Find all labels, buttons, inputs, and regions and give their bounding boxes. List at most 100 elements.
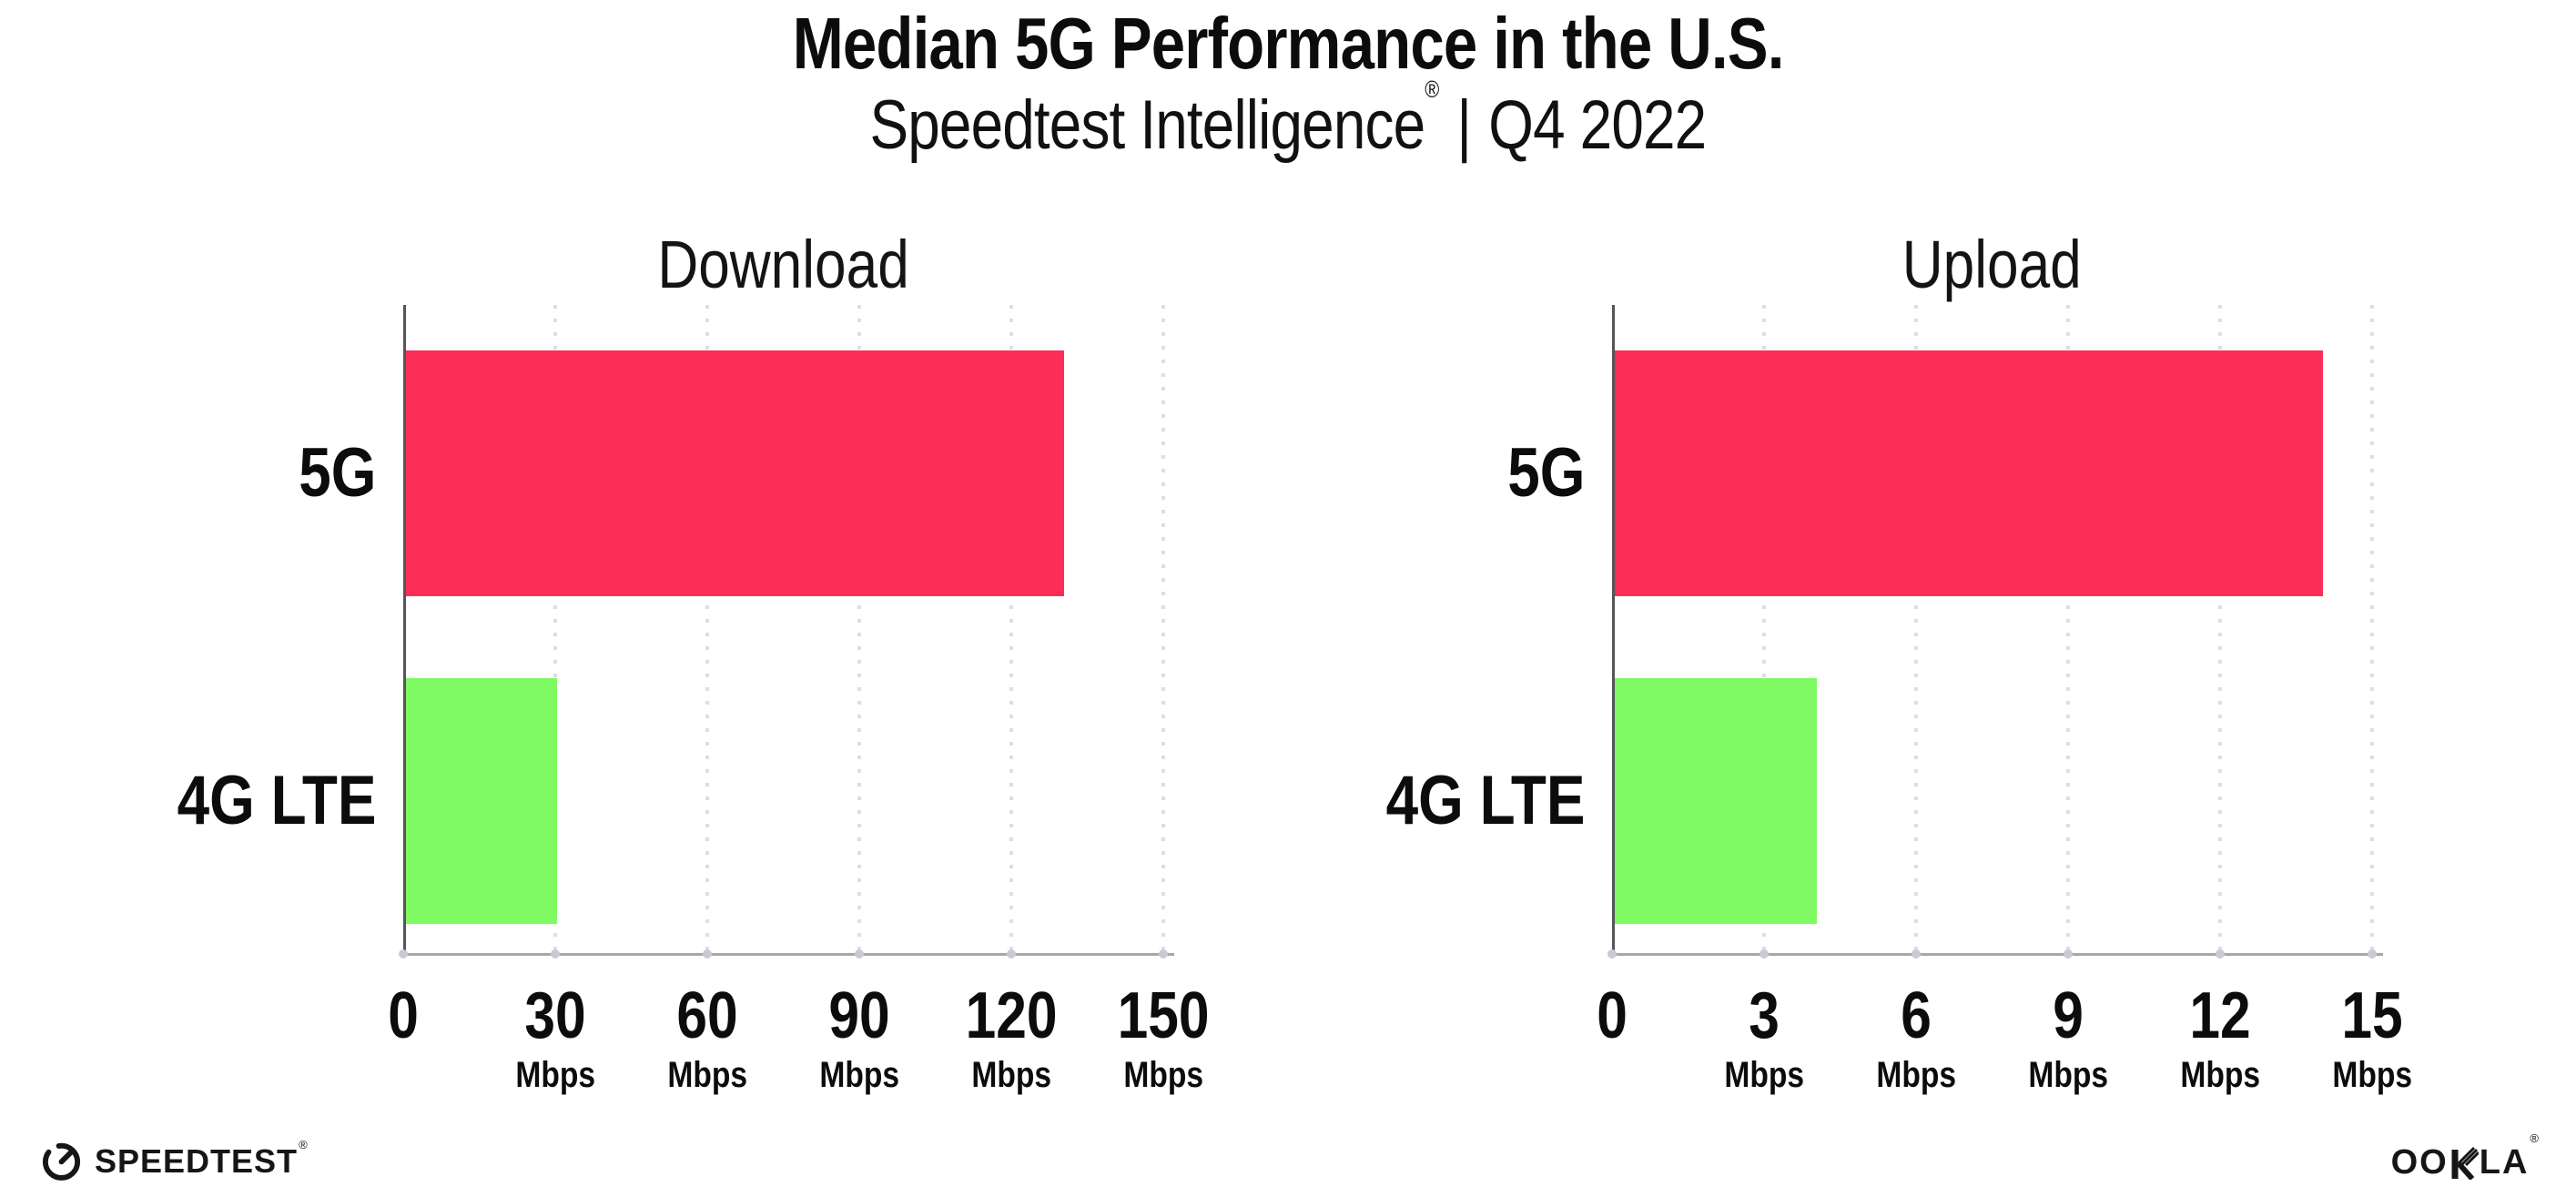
chart-title-text: Upload — [1902, 227, 2082, 302]
axis-tick-dot — [1007, 949, 1016, 959]
chart-title: Upload — [1612, 226, 2372, 303]
gridline — [2066, 305, 2070, 952]
ookla-logo: OO LA ® — [2390, 1131, 2539, 1182]
axis-tick-dot — [703, 949, 712, 959]
figure-title-text: Median 5G Performance in the U.S. — [792, 3, 1785, 84]
x-tick-unit-text: Mbps — [2180, 1055, 2260, 1095]
x-axis-line — [1612, 953, 2383, 956]
x-tick-unit: Mbps — [410, 1054, 701, 1096]
x-tick-unit: Mbps — [562, 1054, 853, 1096]
x-tick-value: 30 — [410, 981, 701, 1050]
axis-tick-dot — [2216, 949, 2225, 959]
x-tick-unit: Mbps — [1922, 1054, 2214, 1096]
x-tick-unit: Mbps — [2226, 1054, 2518, 1096]
category-label-4g-lte: 4G LTE — [1157, 763, 1585, 839]
axis-tick-dot — [2064, 949, 2073, 959]
gridline — [857, 305, 861, 952]
gridline — [705, 305, 709, 952]
gridline — [1161, 305, 1165, 952]
speedtest-registered-mark: ® — [299, 1137, 309, 1151]
x-tick-unit-text: Mbps — [819, 1055, 899, 1095]
category-label-5g: 5G — [0, 435, 376, 512]
x-tick-unit: Mbps — [2074, 1054, 2366, 1096]
x-tick-value: 9 — [1922, 981, 2214, 1050]
x-axis-line — [403, 953, 1174, 956]
chart-title-text: Download — [657, 227, 909, 302]
ookla-registered-mark: ® — [2530, 1131, 2539, 1145]
x-tick-value: 90 — [714, 981, 1005, 1050]
x-tick-unit: Mbps — [866, 1054, 1157, 1096]
x-tick-value-text: 6 — [1901, 979, 1932, 1052]
axis-tick-dot — [399, 949, 408, 959]
figure-title: Median 5G Performance in the U.S. — [0, 5, 2576, 82]
x-tick-value: 12 — [2074, 981, 2366, 1050]
x-tick: 9 Mbps — [1922, 981, 2214, 1096]
x-tick: 3 Mbps — [1618, 981, 1910, 1096]
gridline — [553, 305, 557, 952]
x-tick-value-text: 3 — [1749, 979, 1780, 1052]
x-tick: 60 Mbps — [562, 981, 853, 1096]
chart-title: Download — [403, 226, 1163, 303]
x-tick-value-text: 90 — [828, 979, 890, 1052]
x-tick-unit-text: Mbps — [667, 1055, 747, 1095]
bar-5g — [1614, 350, 2323, 596]
x-tick: 0 — [258, 981, 549, 1096]
axis-tick-dot — [1760, 949, 1769, 959]
axis-tick-dot — [1159, 949, 1168, 959]
ookla-k-icon — [2451, 1146, 2479, 1180]
ookla-text-la: LA — [2479, 1143, 2530, 1182]
registered-mark: ® — [1425, 76, 1440, 103]
x-tick-unit-text: Mbps — [1724, 1055, 1804, 1095]
subtitle-product: Speedtest Intelligence — [869, 86, 1426, 164]
x-tick-value-text: 12 — [2189, 979, 2251, 1052]
x-tick: 15 Mbps — [2226, 981, 2518, 1096]
x-tick: 120 Mbps — [866, 981, 1157, 1096]
x-tick-value: 150 — [1018, 981, 1309, 1050]
x-tick-unit-text: Mbps — [2332, 1055, 2412, 1095]
ookla-text-oo: OO — [2390, 1143, 2449, 1182]
category-label-text: 4G LTE — [1385, 762, 1585, 839]
gridline — [2218, 305, 2222, 952]
x-tick: 0 — [1466, 981, 1758, 1096]
x-tick-value-text: 9 — [2053, 979, 2084, 1052]
x-tick-value: 120 — [866, 981, 1157, 1050]
category-label-4g-lte: 4G LTE — [0, 763, 376, 839]
bar-5g — [405, 350, 1064, 596]
x-tick-value-text: 60 — [676, 979, 738, 1052]
x-tick-value-text: 0 — [388, 979, 419, 1052]
x-tick-unit-text: Mbps — [515, 1055, 595, 1095]
category-label-text: 5G — [298, 434, 376, 512]
x-tick-unit: Mbps — [1018, 1054, 1309, 1096]
x-tick: 12 Mbps — [2074, 981, 2366, 1096]
gridline — [1762, 305, 1766, 952]
bar-4g-lte — [1614, 678, 1817, 924]
x-tick-value: 6 — [1770, 981, 2062, 1050]
x-tick-value-text: 30 — [524, 979, 586, 1052]
y-axis-line — [1612, 305, 1615, 956]
speedtest-logo: SPEEDTEST® — [40, 1137, 309, 1182]
x-tick-value: 0 — [258, 981, 549, 1050]
x-tick-unit: Mbps — [1618, 1054, 1910, 1096]
x-tick-value: 15 — [2226, 981, 2518, 1050]
x-tick: 6 Mbps — [1770, 981, 2062, 1096]
x-tick: 90 Mbps — [714, 981, 1005, 1096]
x-tick-unit-text: Mbps — [2028, 1055, 2108, 1095]
x-tick-value-text: 0 — [1597, 979, 1628, 1052]
figure-subtitle: Speedtest Intelligence® | Q4 2022 — [0, 77, 2576, 164]
axis-tick-dot — [551, 949, 560, 959]
y-axis-line — [403, 305, 406, 956]
subtitle-period: Q4 2022 — [1488, 86, 1707, 164]
x-tick-unit-text: Mbps — [1876, 1055, 1956, 1095]
bar-4g-lte — [405, 678, 557, 924]
axis-tick-dot — [855, 949, 864, 959]
x-tick-value-text: 150 — [1117, 979, 1210, 1052]
x-tick: 150 Mbps — [1018, 981, 1309, 1096]
x-tick-value-text: 120 — [965, 979, 1058, 1052]
speedtest-label: SPEEDTEST® — [95, 1137, 309, 1180]
gridline — [1009, 305, 1013, 952]
axis-tick-dot — [2368, 949, 2377, 959]
